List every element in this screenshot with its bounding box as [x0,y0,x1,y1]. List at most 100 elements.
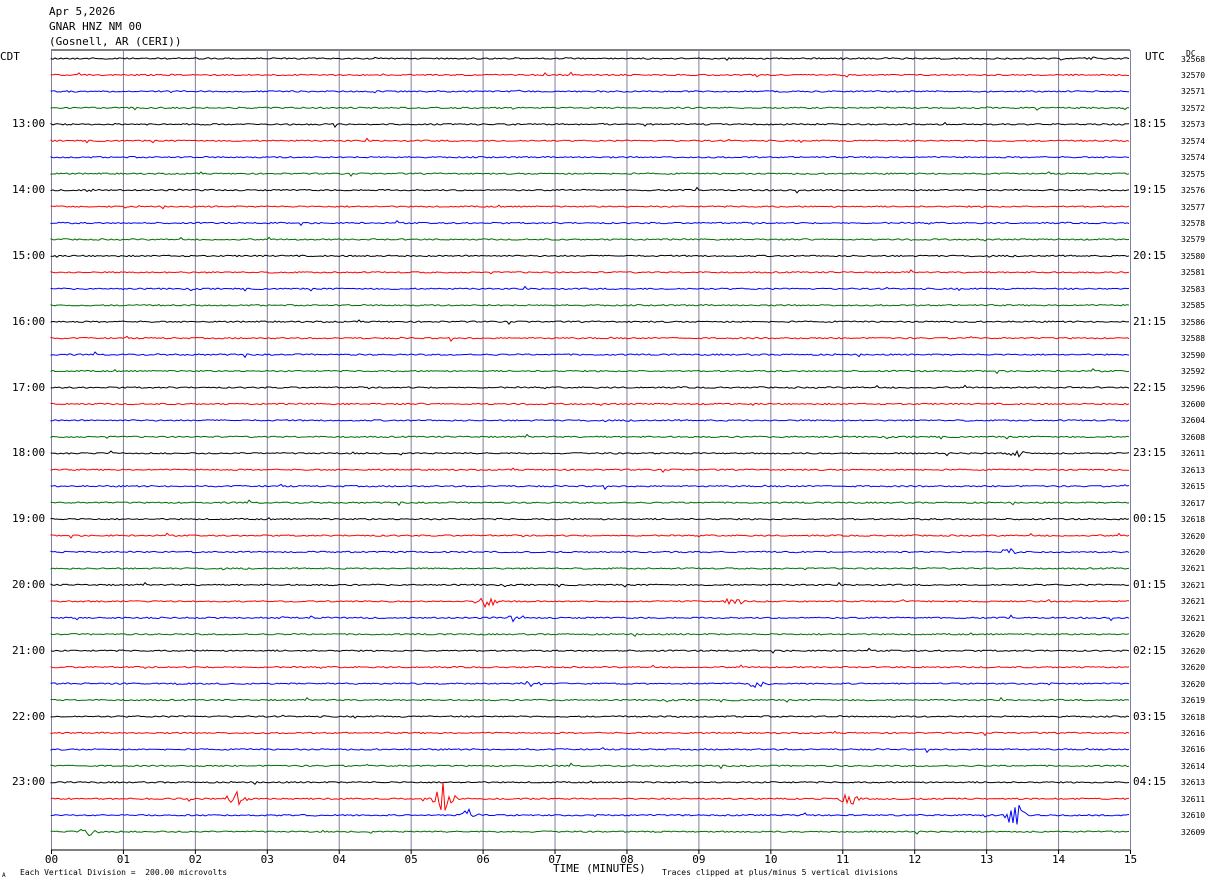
dc-offset-label: 32613 [1181,465,1206,475]
left-hour-label: 18:00 [12,446,46,460]
trace-row-13 [50,269,1130,275]
x-tick-label-10: 10 [764,853,777,866]
dc-offset-label: 32592 [1181,367,1206,377]
dc-offset-label: 32620 [1181,630,1206,640]
x-tick-label-11: 11 [836,853,849,866]
dc-offset-label: 32574 [1181,136,1206,146]
left-hour-label: 17:00 [12,380,46,394]
station-code: GNAR HNZ NM 00 [49,20,142,33]
trace-row-16 [50,319,1130,326]
dc-offset-label: 32611 [1181,794,1206,804]
dc-offset-label: 32618 [1181,515,1206,525]
left-hour-label: 20:00 [12,577,46,591]
trace-row-3 [50,106,1129,111]
plot-date: Apr 5,2026 [49,5,116,18]
trace-row-9 [50,204,1130,210]
left-hour-label: 21:00 [12,643,46,657]
trace-row-0 [50,56,1130,62]
left-hour-label: 15:00 [12,248,46,262]
x-tick-label-14: 14 [1052,853,1066,866]
dc-offset-label: 32620 [1181,646,1206,656]
time-axis: 00 01 02 03 04 05 06 07 08 09 10 11 12 13 14 15 [45,849,1137,866]
vertical-division-note: Each Vertical Division = 200.00 microvol… [20,868,228,877]
dc-offset-label: 32620 [1181,531,1206,541]
trace-row-43 [50,762,1130,770]
left-hour-label: 14:00 [12,183,46,197]
trace-row-37 [50,664,1130,669]
right-hour-label: 03:15 [1133,709,1167,723]
trace-row-4 [50,121,1130,129]
dc-offset-label: 32573 [1181,120,1206,130]
dc-offset-label: 32611 [1181,449,1206,459]
trace-row-33 [50,597,1130,609]
x-tick-label-02: 02 [189,853,202,866]
dc-offset-label: 32586 [1181,317,1206,327]
x-tick-label-04: 04 [333,853,347,866]
dc-offset-label: 32616 [1181,745,1206,755]
left-hour-label: 22:00 [12,709,46,723]
trace-row-31 [50,567,1130,571]
trace-row-26 [50,483,1130,491]
x-tick-label-09: 09 [692,853,705,866]
trace-row-39 [50,696,1130,703]
dc-offset-label: 32579 [1181,235,1206,245]
dc-offset-label: 32614 [1181,761,1206,771]
right-hour-label: 04:15 [1133,775,1167,789]
trace-row-46 [50,805,1130,825]
dc-offset-label: 32600 [1181,399,1206,409]
dc-offset-label: 32571 [1181,87,1206,97]
trace-row-14 [50,285,1130,292]
trace-row-30 [50,547,1130,555]
right-hour-label: 20:15 [1133,248,1167,262]
trace-row-19 [50,367,1130,375]
dc-offset-label: 32621 [1181,564,1206,574]
dc-offset-label: 32613 [1181,778,1206,788]
right-hour-label: 19:15 [1133,183,1167,197]
dc-offset-label: 32610 [1181,811,1206,821]
x-axis-label: TIME (MINUTES) [553,862,646,875]
x-tick-label-13: 13 [980,853,993,866]
dc-offset-label: 32620 [1181,663,1206,673]
trace-row-24 [50,449,1130,458]
trace-row-25 [50,467,1130,474]
trace-row-38 [50,680,1130,689]
dc-column-header: DC [1186,49,1196,58]
dc-offset-label: 32583 [1181,284,1206,294]
right-hour-label: 22:15 [1133,380,1167,394]
dc-offset-label: 32615 [1181,482,1206,492]
trace-row-10 [50,219,1130,227]
right-hour-label: 00:15 [1133,512,1167,526]
trace-row-8 [50,186,1130,194]
x-tick-label-08: 08 [620,853,633,866]
dc-offset-label: 32608 [1181,432,1206,442]
left-hour-label: 13:00 [12,117,46,131]
x-tick-label-03: 03 [261,853,274,866]
trace-row-42 [50,746,1130,754]
trace-row-7 [50,171,1130,177]
dc-offset-label: 32617 [1181,498,1206,508]
right-hour-label: 21:15 [1133,314,1167,328]
trace-row-23 [50,433,1130,440]
dc-offset-label: 32619 [1181,696,1206,706]
trace-row-34 [50,614,1130,623]
corner-mark: A [2,872,6,879]
x-tick-label-12: 12 [908,853,921,866]
dc-offset-label: 32616 [1181,728,1206,738]
dc-offset-label: 32609 [1181,827,1206,837]
trace-lines [50,56,1130,837]
right-hour-label: 18:15 [1133,117,1167,131]
trace-row-36 [50,647,1130,654]
left-hour-label: 23:00 [12,775,46,789]
left-hour-label: 19:00 [12,512,46,526]
trace-row-40 [50,714,1130,719]
dc-offset-label: 32596 [1181,383,1206,393]
trace-row-18 [50,351,1130,359]
trace-row-5 [50,137,1130,144]
trace-row-45 [50,782,1129,811]
trace-row-21 [50,402,1130,407]
trace-row-6 [50,155,1130,159]
dc-offset-label: 32570 [1181,70,1206,80]
trace-row-2 [50,89,1130,94]
x-tick-label-06: 06 [476,853,489,866]
trace-row-28 [50,517,1130,521]
